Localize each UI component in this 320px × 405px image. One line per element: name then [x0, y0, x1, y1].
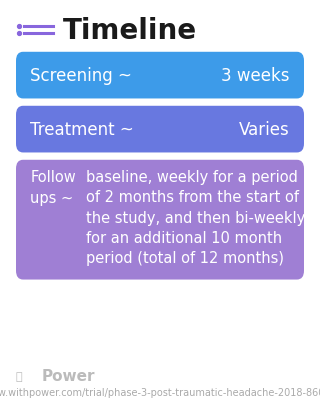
Text: Follow
ups ~: Follow ups ~: [30, 169, 76, 205]
Text: baseline, weekly for a period
of 2 months from the start of
the study, and then : baseline, weekly for a period of 2 month…: [86, 169, 306, 266]
FancyBboxPatch shape: [16, 107, 304, 153]
Text: www.withpower.com/trial/phase-3-post-traumatic-headache-2018-86002: www.withpower.com/trial/phase-3-post-tra…: [0, 387, 320, 397]
Text: Varies: Varies: [239, 121, 290, 139]
Text: Timeline: Timeline: [62, 17, 196, 45]
Text: Power: Power: [42, 369, 95, 383]
Text: 3 weeks: 3 weeks: [221, 67, 290, 85]
Text: Screening ~: Screening ~: [30, 67, 132, 85]
FancyBboxPatch shape: [16, 160, 304, 280]
FancyBboxPatch shape: [16, 53, 304, 99]
Text: Treatment ~: Treatment ~: [30, 121, 134, 139]
Text: ⛉: ⛉: [16, 371, 23, 381]
